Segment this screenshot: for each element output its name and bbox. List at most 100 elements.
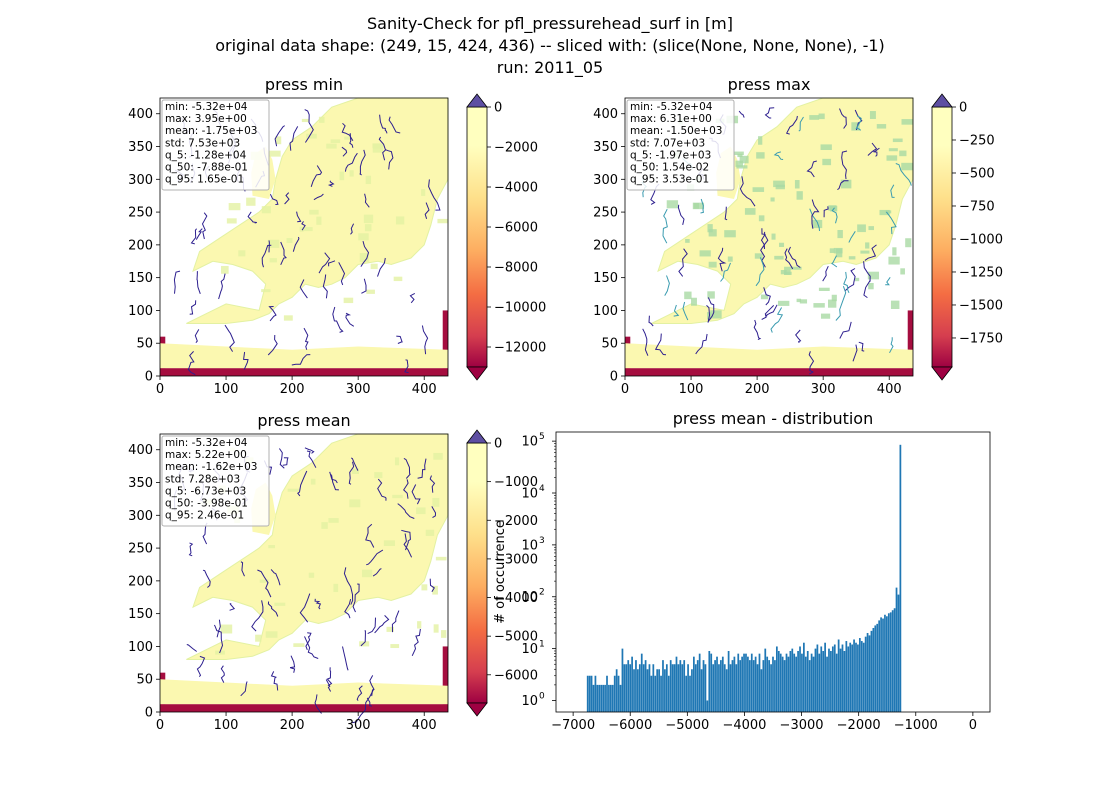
river — [377, 257, 386, 277]
river — [365, 523, 375, 548]
river — [196, 271, 201, 294]
river — [773, 151, 784, 160]
river — [314, 694, 322, 714]
river — [338, 262, 346, 286]
south-edge-band — [160, 704, 448, 712]
histogram-bar — [889, 612, 892, 712]
river — [296, 211, 302, 223]
river — [417, 458, 427, 479]
histogram-bar — [683, 660, 686, 712]
river — [811, 199, 820, 229]
land-patch — [255, 634, 262, 642]
histogram-x-tick-label: −1000 — [894, 718, 938, 733]
histogram-x-tick-label: −6000 — [608, 718, 652, 733]
histogram-bar — [694, 664, 697, 712]
river — [270, 569, 281, 586]
river — [841, 150, 848, 180]
land-patch — [727, 256, 733, 262]
histogram-bar — [646, 669, 649, 712]
river — [411, 484, 421, 505]
y-tick-label: 200 — [128, 238, 153, 253]
land-patch — [283, 315, 293, 321]
histogram-bar — [849, 642, 852, 712]
river — [889, 337, 894, 354]
land-patch — [796, 298, 802, 303]
land-patch — [822, 158, 832, 166]
histogram-bar — [897, 594, 900, 712]
land-patch — [854, 277, 860, 282]
river — [739, 176, 756, 207]
river — [280, 241, 287, 266]
histogram-bar — [725, 669, 728, 712]
river — [374, 615, 390, 634]
colorbar-over-arrow — [466, 93, 488, 108]
south-edge-band — [625, 368, 913, 376]
land-patch — [860, 250, 870, 254]
river — [848, 231, 856, 243]
land-patch — [739, 155, 749, 164]
histogram-bar — [739, 660, 742, 712]
east-edge-band — [442, 646, 448, 705]
histogram-bar — [677, 664, 680, 712]
river — [360, 240, 370, 267]
y-tick-label: 150 — [593, 271, 618, 286]
stats-line: std: 7.28e+03 — [165, 473, 240, 485]
y-tick-label: 200 — [128, 574, 153, 589]
histogram-bar — [708, 650, 711, 712]
river — [890, 184, 895, 198]
river — [695, 333, 708, 355]
stats-line: max: 6.31e+00 — [630, 113, 712, 125]
river — [391, 610, 400, 633]
river — [404, 359, 409, 374]
river — [344, 598, 352, 619]
land-south-strip — [160, 679, 448, 705]
map-title: press mean — [257, 411, 350, 430]
land-patch — [796, 191, 803, 200]
histogram-x-tick-label: −2000 — [837, 718, 881, 733]
colorbar-gradient — [466, 442, 488, 704]
river — [284, 192, 290, 205]
x-tick-label: 200 — [280, 718, 305, 733]
river — [764, 107, 775, 119]
y-tick-label: 400 — [128, 443, 153, 458]
histogram-bar — [685, 675, 687, 712]
histogram-bar — [899, 444, 902, 712]
y-tick-label: 350 — [128, 140, 153, 155]
y-tick-label: 100 — [593, 304, 618, 319]
river — [326, 667, 333, 687]
land-patch — [900, 268, 905, 275]
x-tick-label: 0 — [156, 382, 164, 397]
colorbar-gradient — [931, 106, 953, 368]
histogram-bar — [820, 646, 823, 712]
histogram-bar — [853, 639, 855, 712]
river — [717, 247, 727, 272]
river — [396, 335, 403, 344]
river — [352, 583, 360, 613]
x-tick-label: 0 — [621, 382, 629, 397]
river — [345, 312, 355, 327]
land-patch — [299, 226, 304, 232]
land-patch — [441, 630, 447, 638]
figure-title-line-1: Sanity-Check for pfl_pressurehead_surf i… — [367, 14, 733, 33]
land-patch — [421, 584, 428, 591]
land-patch — [735, 160, 743, 167]
x-tick-label: 400 — [412, 382, 437, 397]
histogram-bar — [727, 650, 730, 712]
land-patch — [393, 276, 403, 282]
land-patch — [774, 255, 784, 260]
river — [305, 632, 312, 650]
land-patch — [349, 170, 354, 177]
river — [304, 109, 314, 143]
histogram-bar — [822, 650, 825, 712]
river — [188, 542, 194, 557]
land-patch — [361, 569, 373, 578]
river — [673, 304, 680, 317]
river — [240, 681, 248, 697]
stats-line: mean: -1.62e+03 — [165, 461, 257, 473]
land-patch — [707, 224, 713, 233]
histogram-bar — [810, 653, 813, 712]
histogram-bar — [611, 684, 614, 712]
histogram-bar — [650, 675, 653, 712]
river — [845, 268, 856, 291]
histogram-bar — [857, 644, 859, 712]
